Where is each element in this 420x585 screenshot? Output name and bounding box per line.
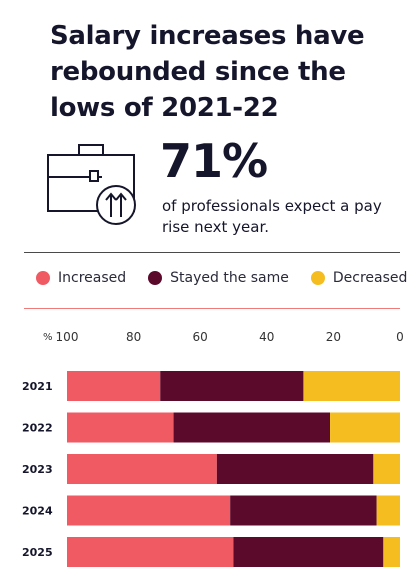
- bar-segment: [330, 412, 400, 443]
- legend-label: Decreased: [332, 270, 408, 286]
- x-tick-label: 100: [56, 330, 79, 344]
- bar-segment: [67, 454, 217, 484]
- category-label: 2024: [22, 505, 53, 518]
- legend-label: Stayed the same: [170, 270, 289, 286]
- category-label: 2023: [22, 463, 53, 476]
- x-axis-unit-label: %: [43, 332, 53, 343]
- bar-segment: [373, 454, 400, 484]
- category-label: 2022: [22, 422, 53, 435]
- legend-item-decreased: Decreased: [310, 270, 408, 286]
- bar-segment: [160, 371, 304, 401]
- legend-item-increased: Increased: [36, 270, 126, 286]
- bar-segment: [67, 495, 231, 526]
- stat-description: of professionals expect a pay rise next …: [162, 197, 382, 236]
- stat-value: 71%: [160, 134, 268, 188]
- headline: Salary increases have rebounded since th…: [50, 21, 365, 123]
- stacked-bar-chart: % 100 80 60 40 20 0 2021 2022 2023 2024 2025: [22, 330, 404, 567]
- chart-legend: Increased Stayed the same Decreased: [36, 270, 407, 286]
- x-tick-label: 80: [126, 330, 141, 344]
- bar-segment: [233, 537, 384, 567]
- briefcase-icon: [46, 143, 138, 227]
- legend-swatch: [148, 271, 163, 285]
- bar-segment: [67, 412, 174, 443]
- bar-segment: [303, 371, 400, 401]
- bar-segment: [173, 412, 331, 443]
- legend-item-stayed-the-same: Stayed the same: [148, 270, 289, 286]
- bar-segment: [67, 371, 161, 401]
- upward-arrows-icon: [96, 185, 136, 225]
- bar-segment: [230, 495, 377, 526]
- divider: [24, 308, 400, 309]
- bar-segment: [216, 454, 374, 484]
- legend-swatch: [310, 271, 325, 285]
- legend-swatch: [36, 271, 50, 285]
- x-tick-label: 20: [326, 330, 341, 344]
- category-label: 2021: [22, 380, 53, 393]
- divider: [24, 252, 400, 253]
- bar-segment: [67, 537, 234, 567]
- x-tick-label: 40: [259, 330, 274, 344]
- bar-segment: [376, 495, 400, 526]
- x-tick-label: 60: [193, 330, 208, 344]
- category-label: 2025: [22, 546, 53, 559]
- x-tick-label: 0: [396, 330, 404, 344]
- legend-label: Increased: [58, 270, 127, 286]
- bar-segment: [383, 537, 400, 567]
